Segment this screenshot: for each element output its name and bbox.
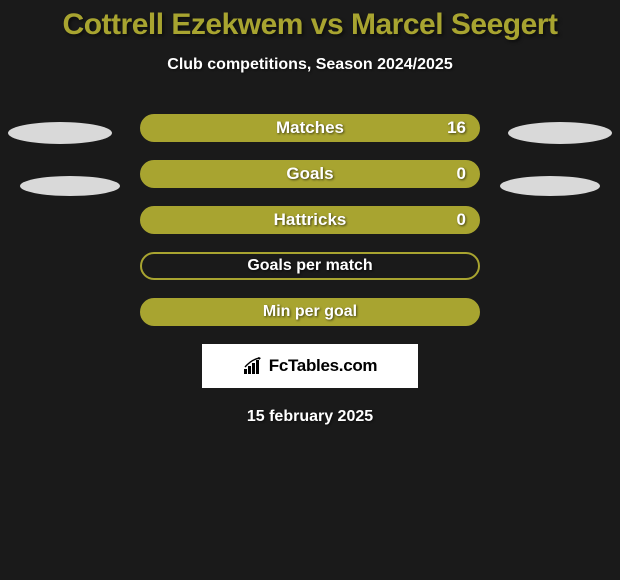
date-text: 15 february 2025 xyxy=(0,408,620,426)
stats-area: Matches 16 Goals 0 Hattricks 0 Goals per… xyxy=(0,114,620,426)
player-ellipse-left-1 xyxy=(8,122,112,144)
stat-label: Hattricks xyxy=(274,210,347,230)
stat-row-matches: Matches 16 xyxy=(140,114,480,142)
stat-row-hattricks: Hattricks 0 xyxy=(140,206,480,234)
page-title: Cottrell Ezekwem vs Marcel Seegert xyxy=(0,0,620,42)
stat-row-goals: Goals 0 xyxy=(140,160,480,188)
player-ellipse-right-2 xyxy=(500,176,600,196)
stat-value: 0 xyxy=(457,164,466,184)
logo: FcTables.com xyxy=(243,356,378,376)
subtitle: Club competitions, Season 2024/2025 xyxy=(0,56,620,74)
logo-box: FcTables.com xyxy=(202,344,418,388)
stat-value: 0 xyxy=(457,210,466,230)
player-ellipse-right-1 xyxy=(508,122,612,144)
bar-chart-icon xyxy=(243,357,265,375)
stat-row-goals-per-match: Goals per match xyxy=(140,252,480,280)
stat-label: Matches xyxy=(276,118,344,138)
stat-value: 16 xyxy=(447,118,466,138)
logo-text: FcTables.com xyxy=(269,356,378,376)
stat-label: Goals per match xyxy=(247,257,372,275)
player-ellipse-left-2 xyxy=(20,176,120,196)
stat-label: Goals xyxy=(286,164,333,184)
stat-row-min-per-goal: Min per goal xyxy=(140,298,480,326)
stat-label: Min per goal xyxy=(263,303,357,321)
